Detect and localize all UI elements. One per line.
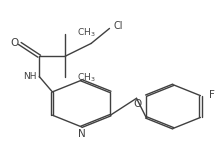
Text: CH$_3$: CH$_3$: [77, 72, 96, 84]
Text: N: N: [78, 129, 85, 139]
Text: NH: NH: [23, 72, 36, 81]
Text: F: F: [209, 90, 215, 100]
Text: O: O: [134, 99, 142, 109]
Text: Cl: Cl: [113, 21, 123, 31]
Text: CH$_3$: CH$_3$: [77, 27, 96, 39]
Text: O: O: [10, 38, 18, 48]
